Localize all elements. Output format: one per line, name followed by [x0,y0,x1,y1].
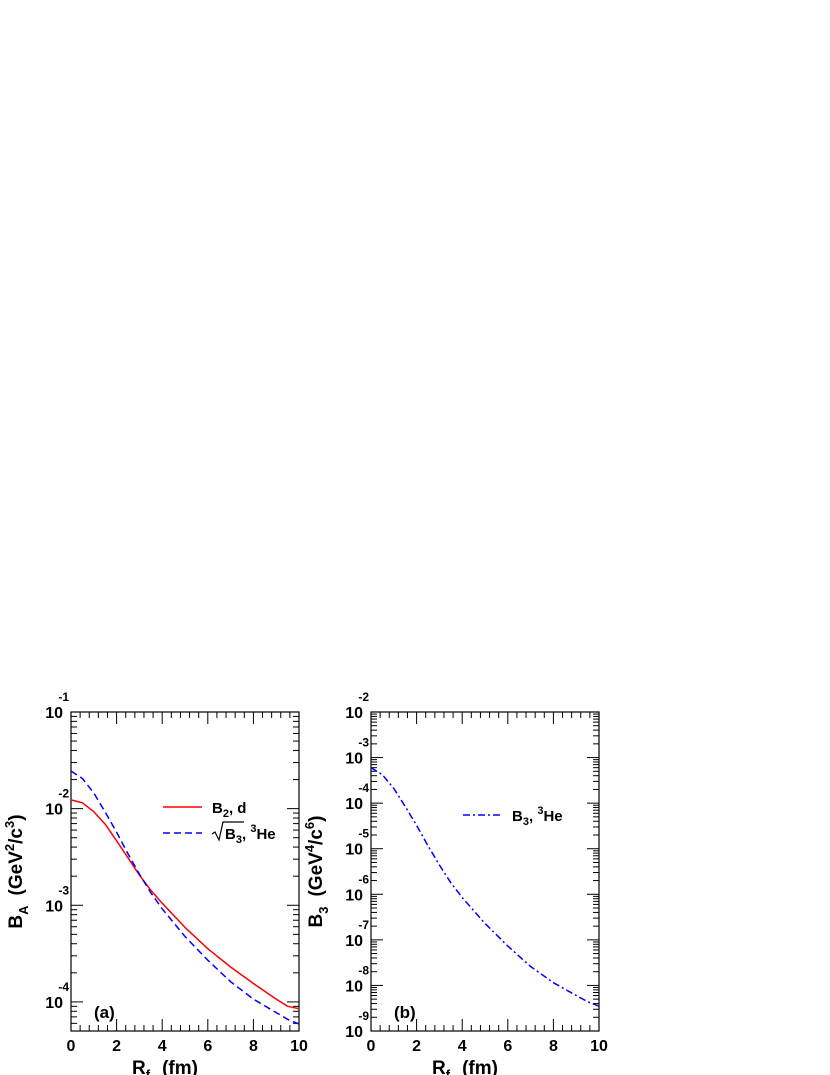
panel-label: (b) [394,1003,416,1022]
y-tick-label-exponent: -2 [58,787,69,801]
y-axis-label: B3 (GeV4/c6) [302,816,331,928]
legend-label-sup: 3 [250,823,256,835]
x-axis-label: Rf (fm) [132,1058,198,1075]
y-axis-label-unit: /c [6,828,27,844]
y-axis-label-sub: A [16,905,31,915]
x-tick-label: 8 [549,1038,558,1055]
series-line [370,767,600,1007]
panel-label: (a) [94,1003,115,1022]
legend-label-tail: He [543,808,562,825]
legend-label-sup: 3 [537,805,543,817]
x-tick-label: 4 [458,1038,467,1055]
panel-b: 0 2 4 6 8 1010-210-310-410-510-610-710-810-9R… [302,690,608,1075]
y-axis-label-unit: ) [306,816,327,822]
y-tick-label-base: 10 [345,978,363,995]
plot-frame [70,711,300,1032]
x-tick-label: 10 [290,1038,308,1055]
y-tick-label-base: 10 [345,887,363,904]
y-axis-label-sup: 4 [302,844,317,852]
y-axis-label-main: B [306,914,327,928]
x-axis-label: Rf (fm) [432,1058,498,1075]
y-tick-label-base: 10 [345,842,363,859]
series-line [70,799,300,1010]
legend-label-tail: He [256,826,275,843]
y-axis-label: BA (GeV2/c3) [2,814,31,928]
legend-label: B3, 3He [512,805,563,828]
legend-label-sub: 2 [223,808,229,820]
y-tick-label-base: 10 [345,705,363,722]
x-axis-label-main: R [132,1058,146,1075]
y-tick-label-base: 10 [345,796,363,813]
x-tick-label: 2 [112,1038,121,1055]
x-tick-label: 8 [249,1038,258,1055]
x-tick-label: 4 [158,1038,167,1055]
legend-label-main: B [512,808,523,825]
y-tick-label-exponent: -6 [358,872,369,886]
legend-label-main: B [212,800,223,817]
y-tick-label-exponent: -3 [58,883,69,897]
y-axis-label-sub: 3 [316,907,331,914]
x-axis-label-main: R [432,1058,446,1075]
legend-label: B2, d [212,800,246,820]
x-tick-label: 6 [503,1038,512,1055]
y-tick-label-base: 10 [345,1024,363,1041]
y-tick-label-base: 10 [45,995,63,1012]
y-tick-label-exponent: -7 [358,918,369,932]
y-tick-label-base: 10 [345,933,363,950]
y-axis-label-sup: 6 [302,822,317,829]
y-tick-label-exponent: -9 [358,1009,369,1023]
x-tick-label: 0 [67,1038,76,1055]
legend-label-rest: , [242,826,250,843]
x-tick-label: 10 [590,1038,608,1055]
series-line [70,770,300,1025]
y-axis-label-sup: 2 [2,844,17,851]
legend-label-rest: , [529,808,537,825]
y-axis-label-unit: /c [306,829,327,845]
x-tick-label: 6 [203,1038,212,1055]
x-axis-label-sub: f [146,1067,151,1075]
y-tick-label-exponent: -8 [358,963,369,977]
x-axis-label-sub: f [446,1067,451,1075]
y-tick-label-exponent: -1 [58,690,69,704]
y-tick-label-exponent: -5 [358,827,369,841]
y-tick-label-base: 10 [45,898,63,915]
y-tick-label-exponent: -3 [358,736,369,750]
sqrt-sign [211,821,244,842]
y-tick-label-exponent: -2 [358,690,369,704]
y-tick-label-exponent: -4 [58,980,69,994]
legend-label-sub: 3 [236,834,242,846]
plot-frame [370,711,600,1032]
y-tick-label-base: 10 [45,705,63,722]
legend-label: B3, 3He [225,823,276,846]
y-axis-label-unit: (GeV [306,852,327,897]
y-axis-label-unit: (GeV [6,851,27,896]
legend-label-rest: , d [229,800,247,817]
y-axis-label-sup: 3 [2,821,17,828]
y-tick-label-base: 10 [45,802,63,819]
x-tick-label: 0 [367,1038,376,1055]
y-axis-label-main: B [6,915,27,929]
legend-label-sub: 3 [523,816,529,828]
x-axis-label-unit: (fm) [462,1058,498,1075]
y-tick-label-base: 10 [345,751,363,768]
y-axis-label-unit: ) [6,814,27,820]
x-tick-label: 2 [412,1038,421,1055]
y-tick-label-exponent: -4 [358,781,369,795]
x-axis-label-unit: (fm) [162,1058,198,1075]
legend-label-main: B [225,826,236,843]
